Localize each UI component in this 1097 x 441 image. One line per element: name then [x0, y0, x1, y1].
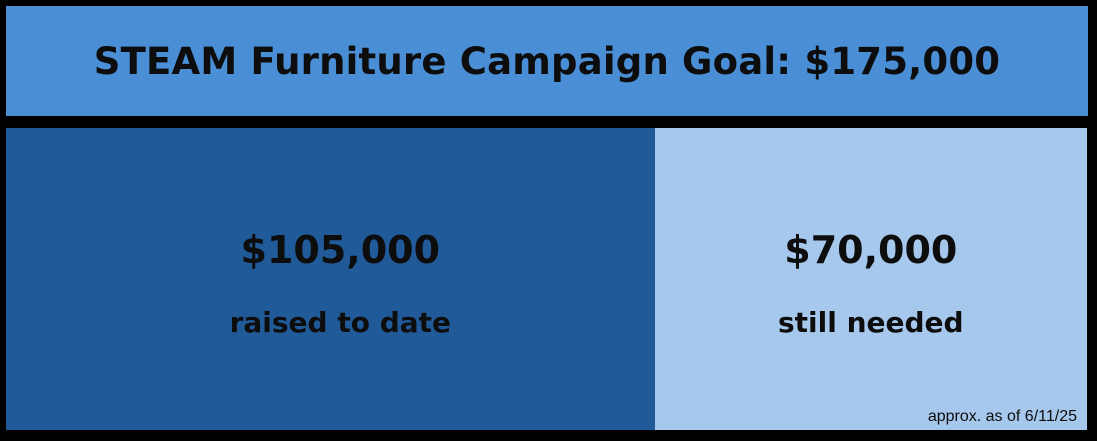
raised-amount: $105,000 — [240, 228, 441, 272]
chart-title: STEAM Furniture Campaign Goal: $175,000 — [93, 39, 1001, 83]
date-annotation: approx. as of 6/11/25 — [927, 408, 1077, 425]
progress-bar: $105,000 raised to date $70,000 still ne… — [6, 128, 1087, 430]
needed-amount: $70,000 — [784, 228, 958, 272]
header-banner: STEAM Furniture Campaign Goal: $175,000 — [6, 6, 1088, 116]
raised-label: raised to date — [229, 306, 452, 339]
segment-needed: $70,000 still needed approx. as of 6/11/… — [654, 128, 1087, 430]
needed-label: still needed — [777, 306, 964, 339]
segment-raised: $105,000 raised to date — [6, 128, 655, 430]
